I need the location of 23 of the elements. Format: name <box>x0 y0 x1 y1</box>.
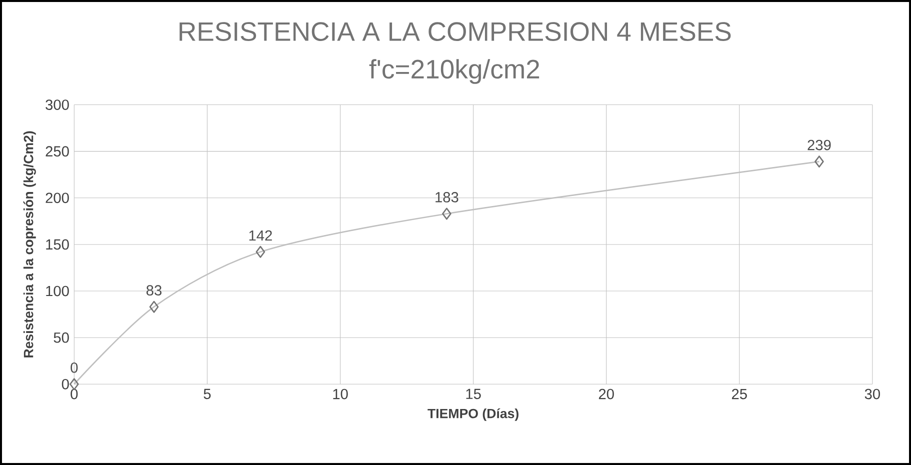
chart-subtitle: f'c=210kg/cm2 <box>369 59 540 84</box>
chart-title: RESISTENCIA A LA COMPRESION 4 MESES <box>180 22 731 42</box>
x-tick-label: 10 <box>333 388 348 400</box>
y-tick-label: 300 <box>46 100 69 110</box>
y-axis-title: Resistencia a la copresión (kg/Cm2) <box>23 131 36 358</box>
y-tick-label: 100 <box>46 286 69 296</box>
y-tick-label: 250 <box>46 146 69 157</box>
x-tick-label: 30 <box>864 388 880 400</box>
x-tick-label: 0 <box>70 388 78 400</box>
y-tick-label: 0 <box>62 379 69 390</box>
x-tick-label: 25 <box>732 388 747 400</box>
x-tick-label: 15 <box>466 388 481 400</box>
y-tick-label: 150 <box>46 239 69 250</box>
y-tick-label: 200 <box>46 192 69 204</box>
y-tick-label: 50 <box>54 332 69 343</box>
x-axis-title: TIEMPO (Días) <box>428 408 518 421</box>
data-label: 239 <box>808 140 831 150</box>
data-label: 83 <box>146 285 162 296</box>
x-tick-label: 20 <box>598 388 614 400</box>
x-tick-label: 5 <box>204 388 211 400</box>
data-label: 142 <box>249 230 272 241</box>
data-label: 0 <box>70 362 78 373</box>
data-label: 183 <box>436 192 458 202</box>
